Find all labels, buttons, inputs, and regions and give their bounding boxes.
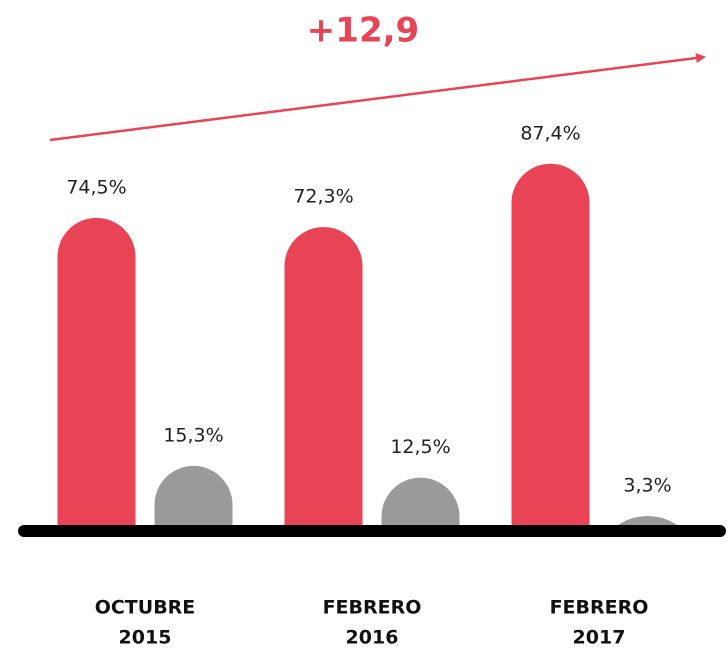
bar — [57, 217, 136, 530]
bar — [381, 477, 460, 530]
value-label: 15,3% — [163, 424, 223, 446]
bar — [511, 163, 590, 530]
value-label: 72,3% — [293, 186, 353, 208]
category-label: 2015 — [119, 627, 172, 648]
category-label: OCTUBRE — [95, 597, 196, 619]
value-label: 3,3% — [623, 475, 671, 497]
category-label: FEBRERO — [323, 597, 422, 619]
trend-arrow — [49, 53, 706, 142]
category-label: FEBRERO — [550, 597, 649, 619]
annotation: +12,9 — [307, 11, 419, 51]
value-label: 74,5% — [66, 176, 126, 198]
value-label: 12,5% — [390, 436, 450, 458]
value-label: 87,4% — [520, 122, 580, 144]
bar — [154, 465, 233, 530]
bar — [284, 227, 363, 530]
bar — [613, 516, 682, 530]
bars — [57, 163, 682, 530]
category-label: 2016 — [346, 627, 399, 648]
category-label: 2017 — [573, 627, 626, 648]
